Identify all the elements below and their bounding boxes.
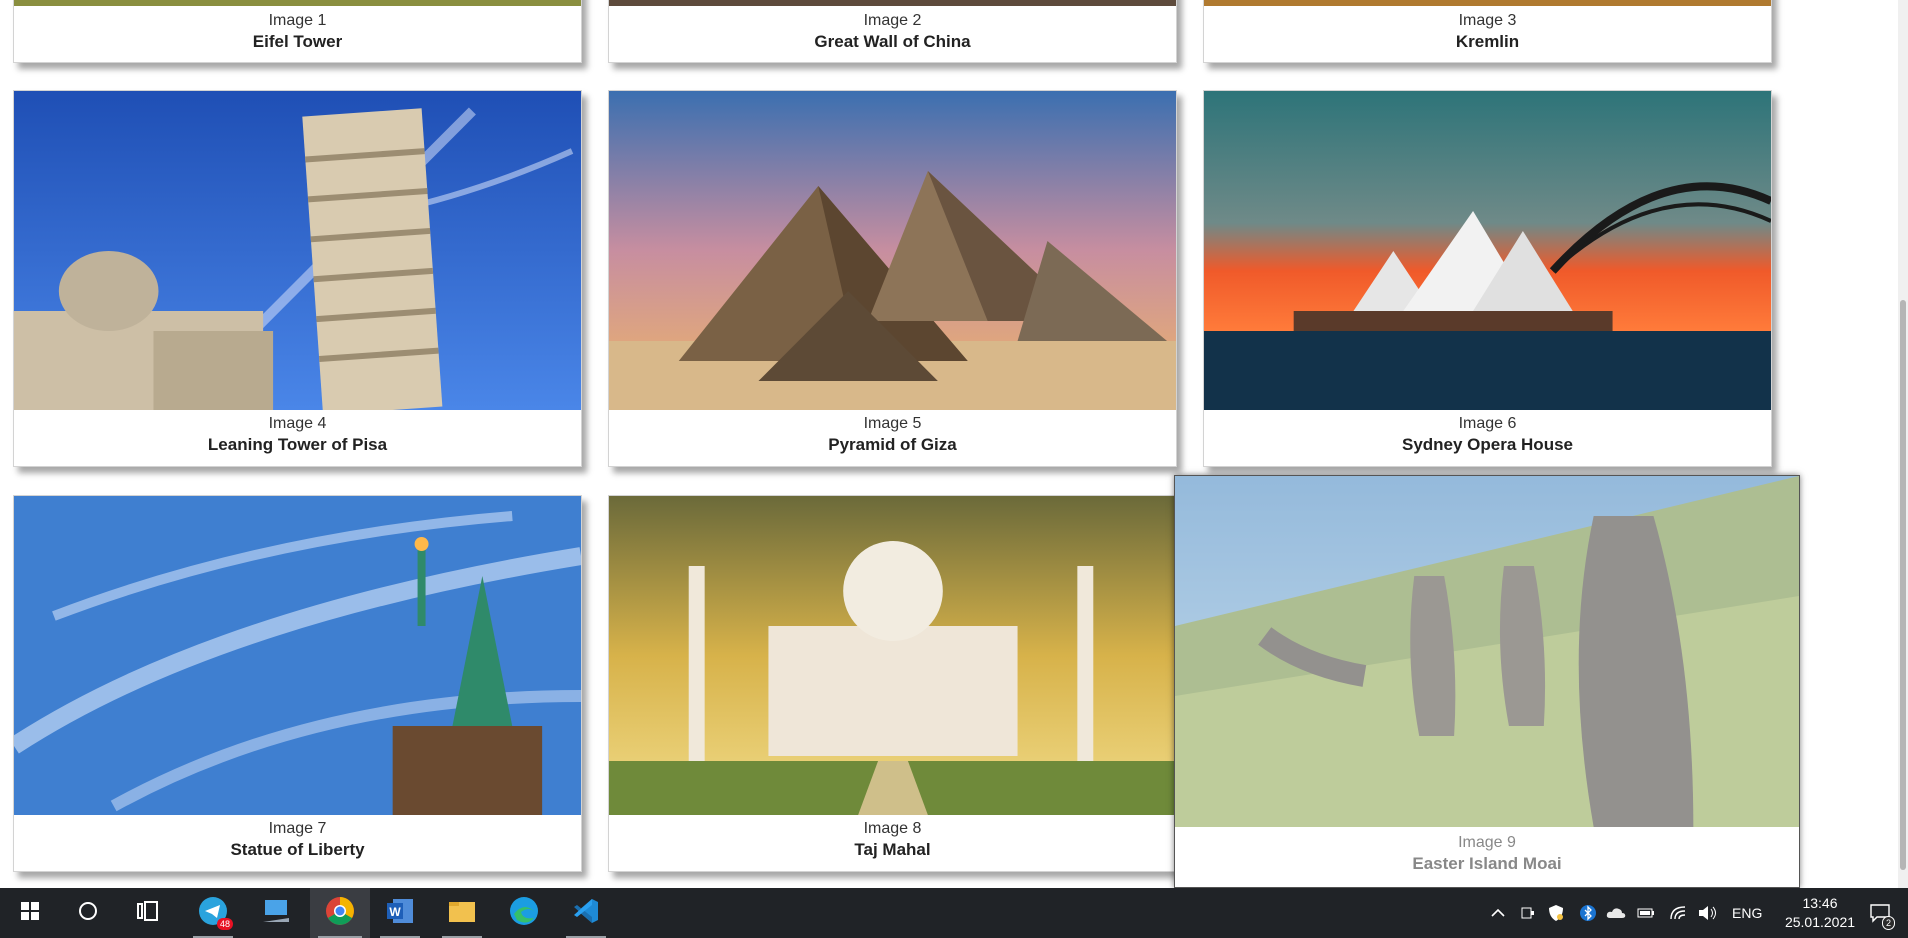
running-indicator	[442, 936, 482, 938]
taskbar-remote-desktop[interactable]	[248, 888, 304, 938]
input-language-indicator[interactable]: ENG	[1732, 905, 1763, 921]
onedrive-cloud-icon[interactable]	[1606, 903, 1626, 923]
card-title: Taj Mahal	[854, 840, 931, 859]
clock-date: 25.01.2021	[1784, 914, 1856, 930]
running-indicator	[380, 936, 420, 938]
gallery-card-1[interactable]: Image 1 Eifel Tower	[13, 0, 582, 63]
windows-taskbar: 48 W	[0, 888, 1908, 938]
card-number: Image 4	[268, 415, 327, 432]
taskbar-edge[interactable]	[496, 888, 552, 938]
clock[interactable]: 13:46 25.01.2021	[1780, 894, 1860, 932]
card-title: Statue of Liberty	[230, 840, 365, 859]
gallery-card-6[interactable]: Image 6 Sydney Opera House	[1203, 90, 1772, 467]
card-image	[1204, 0, 1771, 6]
gallery-card-3[interactable]: Image 3 Kremlin	[1203, 0, 1772, 63]
clock-time: 13:46	[1802, 895, 1838, 911]
card-image	[1204, 91, 1771, 410]
gallery-card-2[interactable]: Image 2 Great Wall of China	[608, 0, 1177, 63]
action-center-icon[interactable]	[1868, 901, 1892, 925]
windows-start-icon	[21, 901, 39, 925]
card-title: Leaning Tower of Pisa	[207, 435, 388, 454]
svg-text:W: W	[389, 905, 401, 919]
vscode-icon	[572, 897, 600, 930]
card-title: Kremlin	[1455, 32, 1520, 51]
gallery-card-9[interactable]: Image 9 Easter Island Moai	[1174, 475, 1800, 888]
taskbar-chrome[interactable]	[310, 888, 370, 938]
search-button[interactable]	[60, 888, 116, 938]
card-number: Image 5	[863, 415, 922, 432]
running-indicator	[566, 936, 606, 938]
card-title: Pyramid of Giza	[828, 435, 957, 454]
remote-desktop-icon	[261, 898, 291, 929]
chrome-icon	[325, 896, 355, 931]
start-button[interactable]	[2, 888, 58, 938]
gallery-card-7[interactable]: Image 7 Statue of Liberty	[13, 495, 582, 872]
card-image	[14, 91, 581, 410]
word-icon: W	[385, 897, 415, 930]
card-title: Easter Island Moai	[1412, 854, 1562, 873]
taskbar-vscode[interactable]	[558, 888, 614, 938]
task-view-icon	[137, 900, 159, 926]
card-number: Image 3	[1458, 12, 1517, 29]
running-indicator	[318, 936, 362, 938]
card-number: Image 6	[1458, 415, 1517, 432]
card-image	[609, 496, 1176, 815]
notification-count-badge: 2	[1882, 916, 1896, 930]
show-hidden-icons-chevron-up-icon[interactable]	[1488, 903, 1508, 923]
card-number: Image 9	[1458, 834, 1516, 851]
security-shield-icon[interactable]	[1546, 903, 1566, 923]
telegram-icon	[198, 896, 228, 931]
card-title: Great Wall of China	[814, 32, 971, 51]
wifi-icon[interactable]	[1668, 903, 1688, 923]
volume-icon[interactable]	[1698, 903, 1718, 923]
card-number: Image 8	[863, 820, 922, 837]
battery-icon[interactable]	[1636, 903, 1656, 923]
taskbar-telegram[interactable]: 48	[185, 888, 241, 938]
edge-icon	[509, 896, 539, 931]
card-image	[609, 91, 1176, 410]
card-number: Image 1	[268, 12, 327, 29]
taskbar-file-explorer[interactable]	[434, 888, 490, 938]
search-icon	[77, 900, 99, 927]
image-gallery: Image 1 Eifel Tower Image 2 Great Wall o…	[13, 0, 1800, 888]
bluetooth-icon[interactable]	[1578, 903, 1598, 923]
card-number: Image 2	[863, 12, 922, 29]
card-title: Eifel Tower	[252, 32, 343, 51]
scrollbar-thumb[interactable]	[1900, 300, 1906, 870]
gallery-card-5[interactable]: Image 5 Pyramid of Giza	[608, 90, 1177, 467]
card-image	[1175, 476, 1799, 827]
task-view-button[interactable]	[120, 888, 176, 938]
card-number: Image 7	[268, 820, 327, 837]
telegram-unread-badge: 48	[217, 918, 234, 930]
card-title: Sydney Opera House	[1401, 435, 1573, 454]
meet-now-icon[interactable]	[1518, 903, 1538, 923]
card-image	[609, 0, 1176, 6]
page-scrollbar[interactable]	[1898, 0, 1908, 888]
card-image	[14, 496, 581, 815]
gallery-card-8[interactable]: Image 8 Taj Mahal	[608, 495, 1177, 872]
taskbar-word[interactable]: W	[372, 888, 428, 938]
file-explorer-icon	[447, 898, 477, 929]
gallery-card-4[interactable]: Image 4 Leaning Tower of Pisa	[13, 90, 582, 467]
running-indicator	[193, 936, 233, 938]
card-image	[14, 0, 581, 6]
